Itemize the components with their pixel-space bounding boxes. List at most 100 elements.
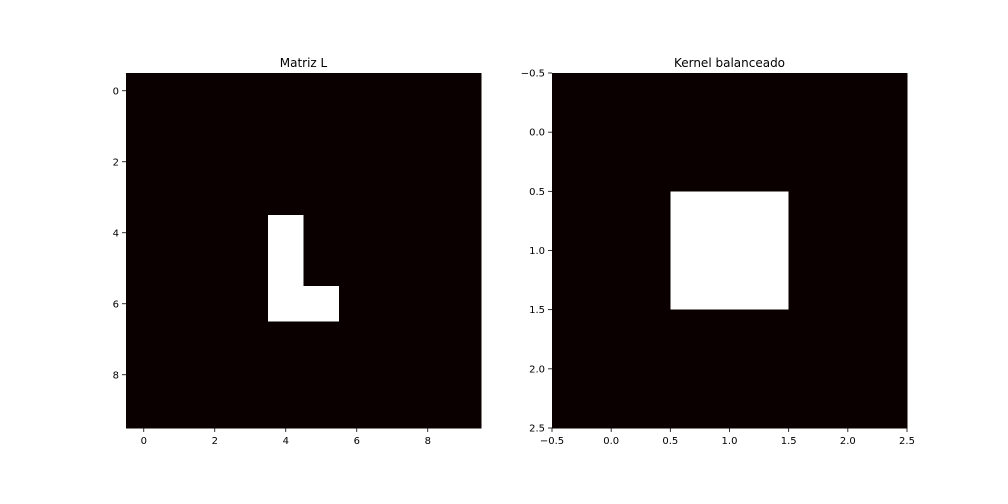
heatmap-cell <box>374 321 411 358</box>
x-tick-label: 0.0 <box>603 436 619 447</box>
heatmap-cell <box>445 179 482 216</box>
y-tick-label: 2 <box>113 157 119 168</box>
heatmap-cell <box>197 73 233 109</box>
y-tick-label: 4 <box>113 228 119 239</box>
chart-matriz-l: Matriz L 0 2 4 6 8 0 2 4 6 8 <box>113 56 482 447</box>
heatmap-cell <box>161 108 198 145</box>
heatmap-cell <box>670 73 790 192</box>
heatmap-cell <box>268 321 304 358</box>
heatmap-cell <box>410 286 446 322</box>
heatmap-cell <box>197 321 233 358</box>
heatmap-cell <box>339 321 375 358</box>
heatmap-cell <box>161 144 198 180</box>
heatmap-cell <box>303 108 340 145</box>
heatmap-cell <box>161 392 198 429</box>
heatmap-cell <box>197 108 233 145</box>
heatmap-cell <box>303 357 340 393</box>
heatmap-cell <box>197 392 233 429</box>
heatmap-cell <box>339 144 375 180</box>
heatmap-cell <box>410 108 446 145</box>
heatmap-cell <box>232 144 269 180</box>
heatmap-cell <box>445 73 482 109</box>
heatmap-cell <box>445 392 482 429</box>
y-tick-label: 2.5 <box>529 424 545 435</box>
heatmap-cell <box>161 357 198 393</box>
heatmap-cell <box>232 286 269 322</box>
chart-title: Kernel balanceado <box>674 56 785 70</box>
heatmap-cell <box>232 321 269 358</box>
heatmap-cell <box>161 250 198 287</box>
heatmap-cell <box>374 108 411 145</box>
heatmap-cell <box>788 309 908 429</box>
y-tick-label: 8 <box>113 370 119 381</box>
heatmap-cell <box>268 392 304 429</box>
heatmap-cell <box>232 73 269 109</box>
heatmap-cell <box>788 73 908 192</box>
heatmap-cell <box>268 357 304 393</box>
heatmap-cell <box>788 191 908 311</box>
y-tick-label: 0.5 <box>529 187 545 198</box>
heatmap-cell <box>339 108 375 145</box>
heatmap-cell <box>303 215 340 251</box>
heatmap-cell <box>126 73 162 109</box>
heatmap-cell <box>303 250 340 287</box>
heatmap-cell <box>410 179 446 216</box>
heatmap-cell <box>126 286 162 322</box>
heatmap-cell <box>552 73 671 192</box>
heatmap-cell <box>374 286 411 322</box>
y-tick-label: 1.0 <box>529 246 545 257</box>
x-tick-label: 0.5 <box>662 436 678 447</box>
heatmap-cell <box>232 250 269 287</box>
heatmap-cell <box>197 286 233 322</box>
x-tick-label: 1.0 <box>722 436 738 447</box>
heatmap-cell <box>339 392 375 429</box>
heatmap-cell <box>374 392 411 429</box>
heatmap-cell <box>374 73 411 109</box>
heatmap-cell <box>374 250 411 287</box>
heatmap-cell <box>232 179 269 216</box>
heatmap-cell <box>303 144 340 180</box>
heatmap-cell <box>339 73 375 109</box>
x-tick-label: 2.0 <box>840 436 856 447</box>
heatmap-cell <box>445 144 482 180</box>
heatmap-cell <box>232 108 269 145</box>
heatmap-cell <box>445 215 482 251</box>
heatmap-cell <box>161 321 198 358</box>
x-tick-label: 0 <box>141 436 147 447</box>
heatmap-cell <box>126 144 162 180</box>
heatmap-cell <box>410 215 446 251</box>
heatmap-cell <box>126 357 162 393</box>
heatmap-cell <box>445 357 482 393</box>
heatmap-cell <box>303 286 340 322</box>
heatmap-cell <box>126 179 162 216</box>
heatmap-cell <box>197 250 233 287</box>
heatmap-cell <box>374 357 411 393</box>
heatmap-cell <box>670 309 790 429</box>
heatmap-cell <box>268 286 304 322</box>
heatmap-cell <box>268 250 304 287</box>
x-tick-label: 8 <box>425 436 431 447</box>
heatmap-cell <box>161 179 198 216</box>
heatmap-cell <box>197 144 233 180</box>
heatmap-cell <box>445 321 482 358</box>
x-tick-label: 4 <box>283 436 289 447</box>
chart-kernel-balanceado: Kernel balanceado −0.5 0.0 0.5 1.0 1.5 2.0 2.5… <box>521 56 915 447</box>
heatmap-cell <box>303 179 340 216</box>
heatmap-cell <box>126 321 162 358</box>
heatmap-cell <box>670 191 790 311</box>
heatmap-cell <box>303 321 340 358</box>
heatmap-cell <box>339 250 375 287</box>
heatmap-cell <box>410 321 446 358</box>
x-tick-label: 2.5 <box>899 436 915 447</box>
heatmap-cell <box>374 144 411 180</box>
heatmap-cell <box>126 215 162 251</box>
heatmap-cell <box>197 179 233 216</box>
chart-title: Matriz L <box>280 56 328 70</box>
heatmap-cell <box>161 73 198 109</box>
heatmap-cell <box>339 286 375 322</box>
heatmap-cell <box>339 357 375 393</box>
x-tick-label: 6 <box>354 436 360 447</box>
heatmap-cell <box>232 392 269 429</box>
heatmap-cell <box>410 73 446 109</box>
